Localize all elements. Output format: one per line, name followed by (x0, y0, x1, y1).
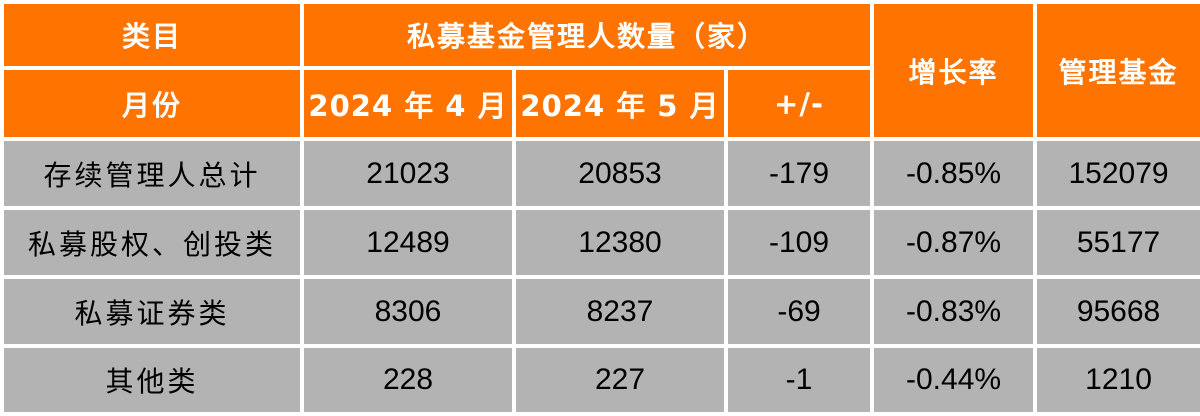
row-managed-funds: 1210 (1033, 344, 1200, 416)
header-row-2: 月份 2024 年 4 月 2024 年 5 月 +/- (0, 66, 1200, 141)
row-april-value: 228 (300, 344, 516, 416)
row-april-value: 12489 (300, 206, 516, 279)
row-category: 私募股权、创投类 (0, 206, 304, 279)
row-may-value: 227 (512, 344, 728, 416)
header-april: 2024 年 4 月 (300, 66, 516, 141)
row-managed-funds: 152079 (1033, 137, 1200, 210)
row-category: 存续管理人总计 (0, 137, 304, 210)
row-growth-rate: -0.87% (870, 206, 1038, 279)
row-growth-rate: -0.83% (870, 275, 1038, 348)
row-managed-funds: 95668 (1033, 275, 1200, 348)
row-may-value: 8237 (512, 275, 728, 348)
header-growth-rate: 增长率 (870, 0, 1038, 141)
table-row: 私募股权、创投类 12489 12380 -109 -0.87% 55177 (0, 206, 1200, 279)
row-category: 私募证券类 (0, 275, 304, 348)
row-change-value: -179 (723, 137, 875, 210)
row-april-value: 21023 (300, 137, 516, 210)
header-may: 2024 年 5 月 (512, 66, 728, 141)
header-month: 月份 (0, 66, 304, 141)
header-change: +/- (723, 66, 875, 141)
row-april-value: 8306 (300, 275, 516, 348)
row-may-value: 20853 (512, 137, 728, 210)
header-managed-funds: 管理基金 (1033, 0, 1200, 141)
table-row: 私募证券类 8306 8237 -69 -0.83% 95668 (0, 275, 1200, 348)
table-row: 存续管理人总计 21023 20853 -179 -0.85% 152079 (0, 137, 1200, 210)
row-category: 其他类 (0, 344, 304, 416)
row-growth-rate: -0.85% (870, 137, 1038, 210)
table-row: 其他类 228 227 -1 -0.44% 1210 (0, 344, 1200, 416)
row-change-value: -109 (723, 206, 875, 279)
header-manager-count: 私募基金管理人数量（家） (299, 0, 875, 70)
row-managed-funds: 55177 (1033, 206, 1200, 279)
header-row-1: 类目 私募基金管理人数量（家） 增长率 管理基金 (0, 0, 1200, 141)
row-growth-rate: -0.44% (870, 344, 1038, 416)
row-may-value: 12380 (512, 206, 728, 279)
row-change-value: -1 (723, 344, 875, 416)
row-change-value: -69 (723, 275, 875, 348)
header-category: 类目 (0, 0, 304, 70)
